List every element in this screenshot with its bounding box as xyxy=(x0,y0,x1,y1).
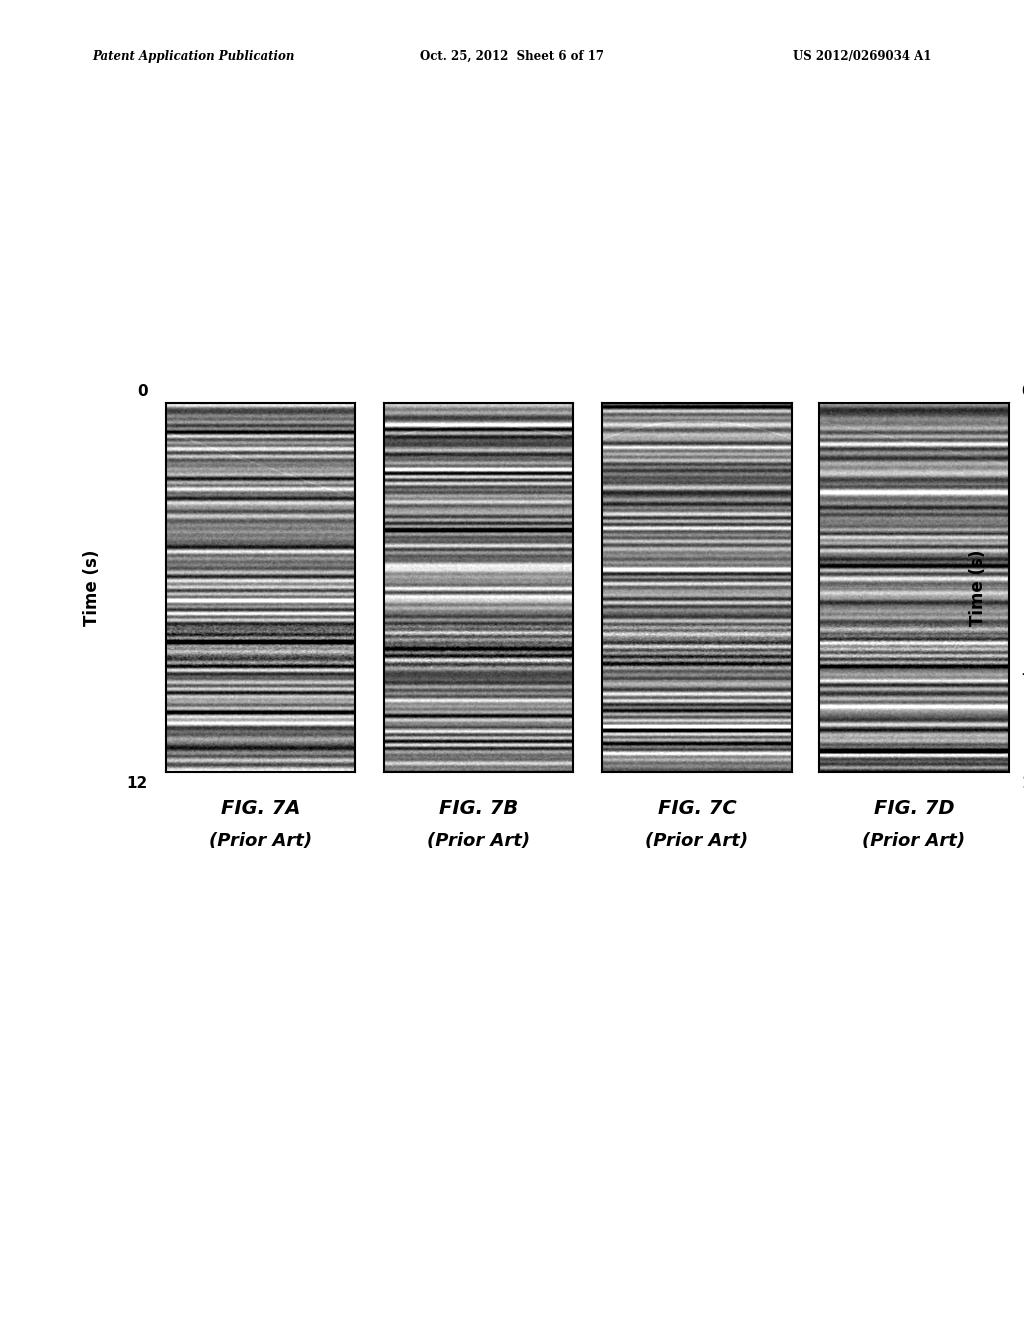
Text: —200: —200 xyxy=(1021,667,1024,681)
Text: 12: 12 xyxy=(126,776,147,791)
Text: FIG. 7D: FIG. 7D xyxy=(873,799,954,817)
Text: (Prior Art): (Prior Art) xyxy=(862,832,966,850)
Text: (Prior Art): (Prior Art) xyxy=(427,832,530,850)
Text: FIG. 7C: FIG. 7C xyxy=(657,799,736,817)
Text: FIG. 7B: FIG. 7B xyxy=(439,799,518,817)
Text: (Prior Art): (Prior Art) xyxy=(645,832,749,850)
Text: FIG. 7A: FIG. 7A xyxy=(221,799,300,817)
Text: (Prior Art): (Prior Art) xyxy=(209,832,312,850)
Text: US 2012/0269034 A1: US 2012/0269034 A1 xyxy=(794,50,932,63)
Text: 0: 0 xyxy=(1021,384,1024,399)
Text: 0: 0 xyxy=(137,384,147,399)
Text: Patent Application Publication: Patent Application Publication xyxy=(92,50,295,63)
Text: Time (s): Time (s) xyxy=(969,549,987,626)
Text: Time (s): Time (s) xyxy=(83,549,101,626)
Text: 12: 12 xyxy=(1021,776,1024,791)
Text: Oct. 25, 2012  Sheet 6 of 17: Oct. 25, 2012 Sheet 6 of 17 xyxy=(420,50,604,63)
